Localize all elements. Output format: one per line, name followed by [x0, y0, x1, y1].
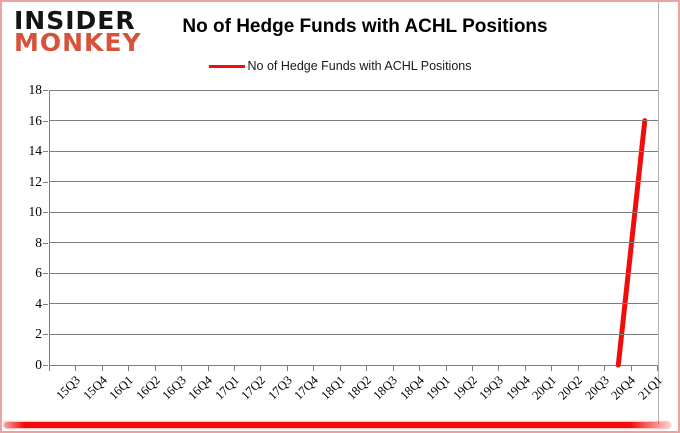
- y-axis-tick: [43, 120, 48, 122]
- x-axis-label-20Q2: 20Q2: [555, 373, 586, 403]
- chart-title: No of Hedge Funds with ACHL Positions: [182, 16, 548, 37]
- y-axis-tick: [43, 273, 48, 275]
- gridline-y-10: [50, 211, 658, 213]
- x-axis-label-21Q1: 21Q1: [635, 373, 665, 403]
- x-axis-label-17Q2: 17Q2: [238, 373, 269, 403]
- x-axis-label-20Q4: 20Q4: [608, 373, 639, 403]
- y-axis-label: 10: [28, 204, 43, 220]
- y-axis-tick: [43, 151, 48, 153]
- x-axis-tick: [392, 366, 394, 371]
- y-axis-label: 18: [28, 82, 43, 97]
- x-axis-label-20Q3: 20Q3: [582, 373, 612, 403]
- gridline-y-18: [50, 90, 658, 91]
- y-axis-tick: [43, 181, 48, 183]
- x-axis-tick: [154, 366, 156, 371]
- x-axis-label-15Q4: 15Q4: [79, 373, 110, 403]
- x-axis-label-16Q2: 16Q2: [132, 373, 163, 403]
- series-line-layer: [615, 118, 648, 368]
- x-axis-label-16Q1: 16Q1: [106, 373, 136, 403]
- y-axis-label: 16: [28, 112, 43, 128]
- x-axis-tick: [551, 366, 553, 371]
- gridline-y-12: [50, 181, 658, 183]
- x-axis-tick: [524, 366, 526, 371]
- x-axis-label-19Q3: 19Q3: [476, 373, 507, 403]
- x-axis-tick: [498, 366, 500, 371]
- x-axis-tick: [445, 366, 447, 371]
- x-axis-tick: [207, 366, 209, 371]
- gridline-y-6: [50, 272, 658, 274]
- x-axis-tick: [630, 366, 632, 371]
- x-axis-label-18Q3: 18Q3: [370, 373, 401, 403]
- x-axis-label-19Q2: 19Q2: [450, 373, 480, 403]
- x-axis-label-17Q4: 17Q4: [291, 373, 322, 403]
- y-axis-label: 4: [35, 295, 42, 311]
- gridline-y-2: [50, 333, 658, 335]
- logo-line-monkey: MONKEY: [14, 28, 142, 57]
- x-axis-label-17Q3: 17Q3: [265, 373, 295, 403]
- y-axis-tick: [43, 242, 48, 244]
- x-axis-tick: [286, 366, 288, 371]
- x-axis-tick: [49, 366, 50, 371]
- x-axis-label-18Q1: 18Q1: [317, 373, 348, 403]
- x-axis-label-18Q2: 18Q2: [344, 373, 374, 403]
- x-axis-tick: [471, 366, 473, 371]
- y-axis-tick: [43, 303, 48, 305]
- x-axis-label-17Q1: 17Q1: [212, 373, 242, 403]
- logo-line-insider: INSIDER: [14, 6, 136, 35]
- x-axis-label-16Q4: 16Q4: [185, 373, 216, 403]
- insider-monkey-logo: INSIDER MONKEY: [14, 6, 142, 57]
- chart-legend: No of Hedge Funds with ACHL Positions: [2, 59, 678, 73]
- y-axis-label: 12: [28, 173, 43, 189]
- gridline-y-8: [50, 242, 658, 244]
- x-axis-tick: [128, 366, 130, 371]
- bottom-red-band: [4, 422, 670, 428]
- x-axis-tick: [101, 366, 103, 371]
- x-axis-label-18Q4: 18Q4: [397, 373, 427, 403]
- y-axis-label: 0: [35, 357, 42, 372]
- x-axis-tick: [419, 366, 421, 371]
- y-axis-label: 2: [35, 326, 42, 342]
- x-axis-tick: [366, 366, 368, 371]
- x-axis-tick: [313, 366, 315, 371]
- x-axis-tick: [577, 366, 579, 371]
- y-axis-label: 14: [28, 143, 43, 159]
- y-axis-tick: [43, 90, 48, 91]
- y-axis-tick: [43, 334, 48, 336]
- y-axis-label: 8: [35, 234, 42, 250]
- x-axis-tick: [339, 366, 341, 371]
- x-axis-tick: [75, 366, 77, 371]
- y-axis-tick: [43, 212, 48, 214]
- plot-area: [49, 90, 658, 368]
- x-axis-tick: [260, 366, 262, 371]
- chart-frame-right-edge: [658, 2, 659, 424]
- x-axis-label-15Q3: 15Q3: [53, 373, 84, 403]
- legend-label: No of Hedge Funds with ACHL Positions: [247, 59, 472, 73]
- x-axis-label-20Q1: 20Q1: [529, 373, 559, 403]
- x-axis-tick: [181, 366, 183, 371]
- x-axis-tick: [604, 366, 606, 371]
- x-axis-tick: [657, 366, 658, 371]
- x-axis-tick: [234, 366, 236, 371]
- legend-line-swatch: [208, 64, 245, 68]
- gridline-y-14: [50, 150, 658, 152]
- gridline-y-16: [50, 120, 658, 122]
- gridline-y-4: [50, 303, 658, 305]
- x-axis-label-19Q4: 19Q4: [502, 373, 533, 403]
- y-axis-tick: [43, 365, 48, 366]
- x-axis-label-19Q1: 19Q1: [423, 373, 454, 403]
- x-axis-label-16Q3: 16Q3: [159, 373, 189, 403]
- y-axis-label: 6: [35, 265, 42, 281]
